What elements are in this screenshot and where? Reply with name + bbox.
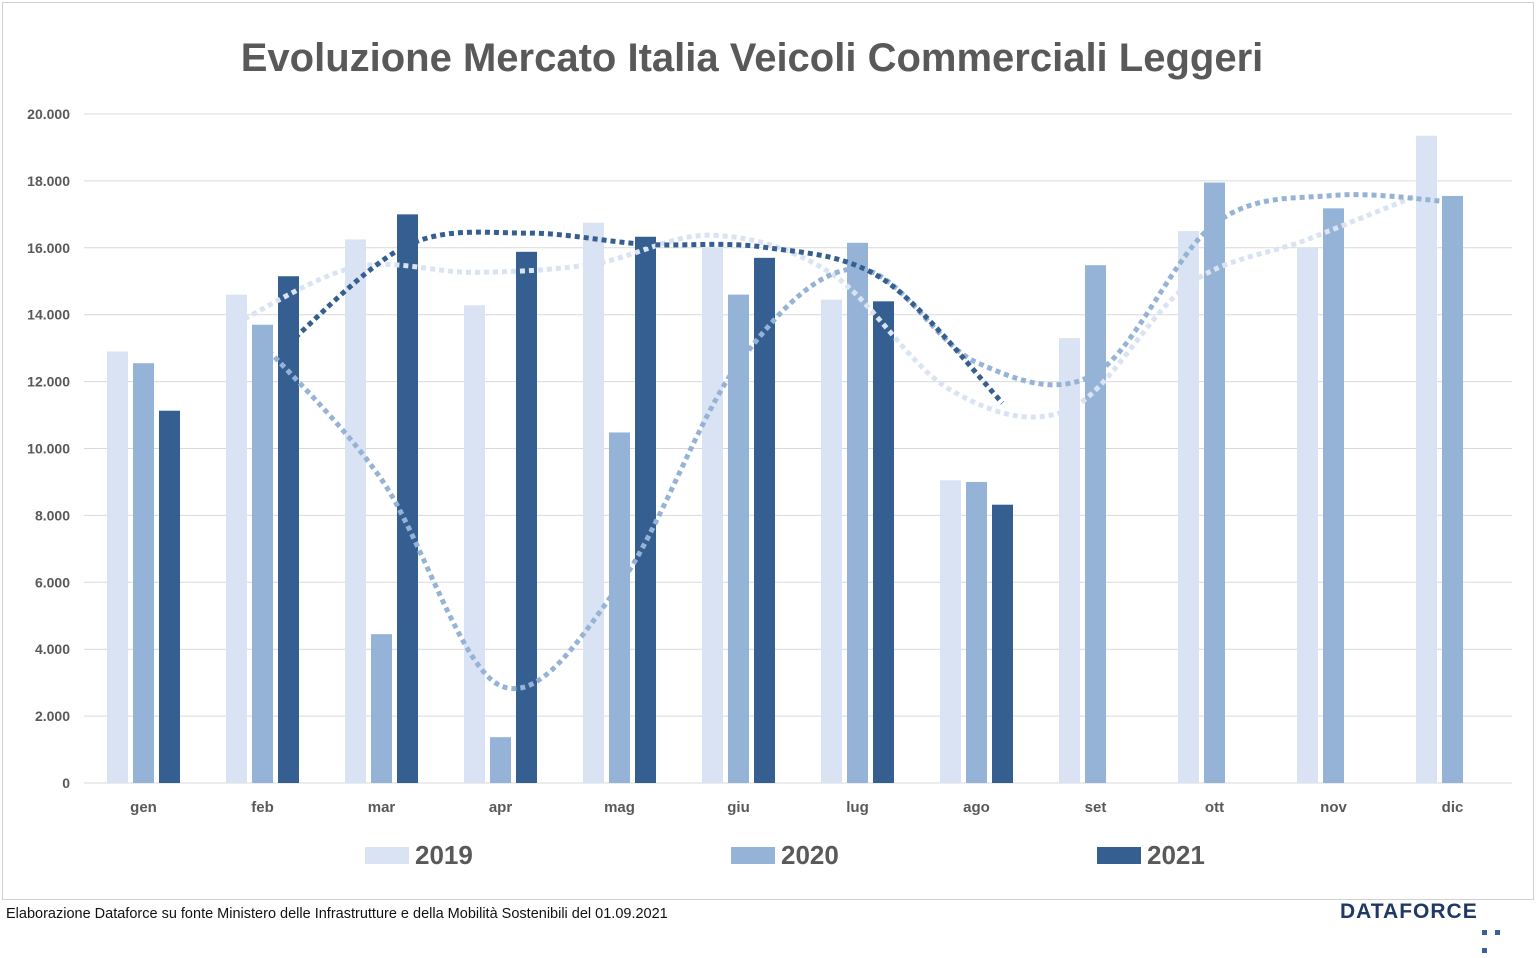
bar-2020-mar (371, 634, 392, 783)
x-tick-label-ott: ott (1205, 799, 1224, 816)
x-tick-label-ago: ago (963, 799, 990, 816)
bar-2019-mar (345, 239, 366, 783)
y-axis-tick-labels: 0 2.000 4.000 6.000 8.000 10.000 12.000 14.000 1… (27, 106, 70, 791)
bar-2021-ago (992, 504, 1013, 783)
y-tick-label: 16.000 (27, 240, 70, 256)
gridlines (84, 113, 1512, 784)
chart-frame (2, 2, 1534, 900)
bar-2019-ago (940, 480, 961, 783)
bar-2020-feb (252, 324, 273, 783)
y-tick-label: 18.000 (27, 173, 70, 189)
bar-2020-apr (490, 737, 511, 783)
y-tick-label: 0 (62, 775, 70, 791)
x-axis-tick-labels: gen feb mar apr mag giu lug ago set ott nov dic (130, 799, 1463, 816)
bar-2020-lug (847, 242, 868, 784)
bar-2019-gen (107, 351, 128, 783)
legend-item-2021: 2021 (1097, 840, 1205, 871)
bar-2019-apr (464, 305, 485, 783)
bar-2020-dic (1442, 195, 1463, 783)
y-tick-label: 4.000 (35, 641, 70, 657)
bar-2019-ott (1178, 231, 1199, 783)
trendline-2019 (235, 189, 1428, 420)
brand-dots-icon (1482, 922, 1510, 958)
source-note: Elaborazione Dataforce su fonte Minister… (6, 906, 668, 922)
bar-2021-gen (159, 410, 180, 783)
bar-2020-mag (609, 432, 630, 783)
y-tick-label: 2.000 (35, 708, 70, 724)
x-tick-label-nov: nov (1320, 799, 1347, 816)
bar-2020-set (1085, 265, 1106, 784)
bar-2021-lug (873, 301, 894, 783)
x-tick-label-giu: giu (727, 799, 750, 816)
x-tick-label-lug: lug (846, 799, 869, 816)
legend-swatch-2020 (731, 847, 775, 864)
legend-item-2020: 2020 (731, 840, 839, 871)
x-tick-label-mag: mag (604, 799, 635, 816)
bar-2020-giu (728, 294, 749, 783)
chart-title: Evoluzione Mercato Italia Veicoli Commer… (240, 36, 1264, 80)
trendlines (235, 189, 1453, 691)
y-tick-label: 10.000 (27, 441, 70, 457)
legend-swatch-2019 (365, 847, 409, 864)
bar-2021-apr (516, 251, 537, 784)
y-tick-label: 8.000 (35, 507, 70, 523)
legend-label-2020: 2020 (781, 840, 839, 870)
bar-2020-ott (1204, 182, 1225, 783)
chart-plot-area: 0 2.000 4.000 6.000 8.000 10.000 12.000 14.000 1… (27, 106, 1512, 816)
x-tick-label-feb: feb (251, 799, 274, 816)
x-tick-label-gen: gen (130, 799, 157, 816)
y-tick-label: 14.000 (27, 307, 70, 323)
y-tick-label: 20.000 (27, 106, 70, 122)
dataforce-logo: DATAFORCE (1340, 900, 1510, 953)
y-tick-label: 6.000 (35, 574, 70, 590)
legend-item-2019: 2019 (365, 840, 473, 871)
bar-2019-nov (1297, 247, 1318, 784)
x-tick-label-apr: apr (489, 799, 513, 816)
y-tick-label: 12.000 (27, 374, 70, 390)
x-tick-label-dic: dic (1442, 799, 1464, 816)
legend-label-2021: 2021 (1147, 840, 1205, 870)
bar-2019-feb (226, 294, 247, 783)
bar-2020-gen (133, 363, 154, 783)
bar-2019-giu (702, 247, 723, 784)
x-tick-label-set: set (1085, 799, 1107, 816)
brand-name: DATAFORCE (1340, 900, 1478, 923)
bar-2021-mag (635, 236, 656, 784)
legend: 2019 2020 2021 (0, 840, 1538, 880)
bar-2019-dic (1416, 135, 1437, 783)
bar-2021-mar (397, 214, 418, 784)
legend-swatch-2021 (1097, 847, 1141, 864)
bar-2020-nov (1323, 208, 1344, 784)
bars (107, 135, 1463, 784)
bar-2019-lug (821, 299, 842, 783)
bar-2020-ago (966, 481, 987, 783)
trendline-2021 (286, 229, 1005, 405)
bar-2019-set (1059, 338, 1080, 783)
bar-2021-feb (278, 276, 299, 783)
bar-2019-mag (583, 222, 604, 783)
legend-label-2019: 2019 (415, 840, 473, 870)
x-tick-label-mar: mar (368, 799, 396, 816)
bar-2021-giu (754, 257, 775, 784)
